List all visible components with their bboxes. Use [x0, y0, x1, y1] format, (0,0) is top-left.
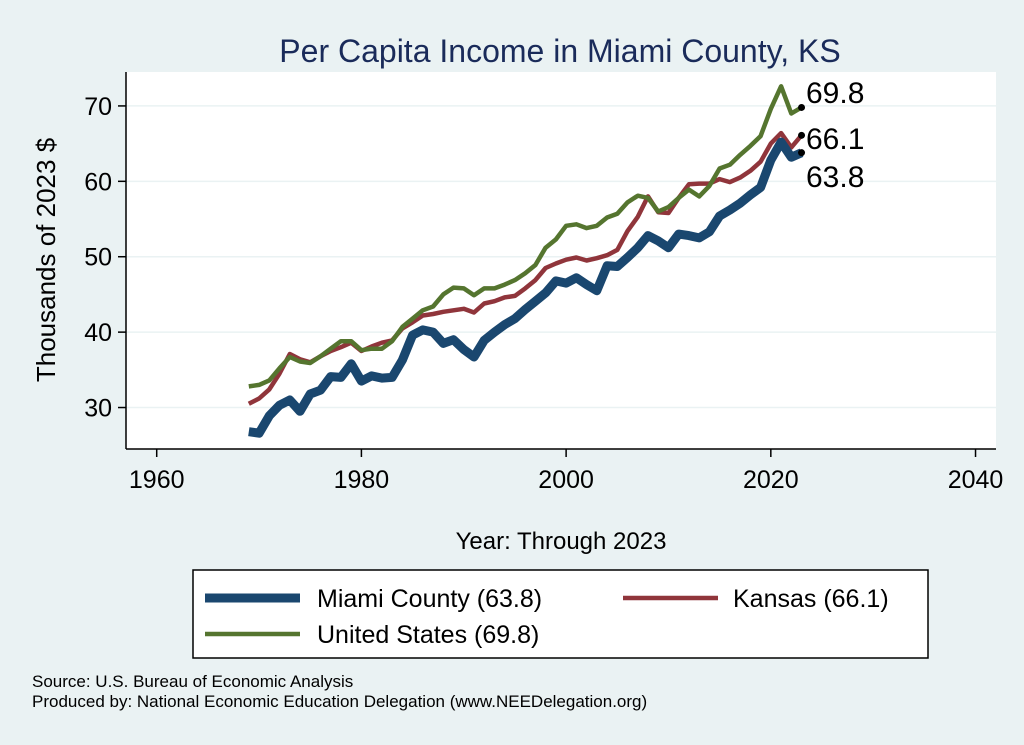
y-axis-title: Thousands of 2023 $	[31, 137, 61, 382]
y-tick-label: 60	[84, 168, 112, 196]
chart-title: Per Capita Income in Miami County, KS	[279, 33, 840, 69]
y-tick-label: 30	[84, 395, 112, 423]
legend-items: Miami County (63.8) Kansas (66.1) United S…	[205, 585, 889, 649]
legend	[192, 569, 929, 659]
end-label-miami: 63.8	[806, 161, 864, 194]
y-tick-label: 40	[84, 319, 112, 347]
end-labels: 63.8 66.1 69.8	[798, 77, 864, 194]
end-label-kansas: 66.1	[806, 123, 864, 156]
legend-label-miami: Miami County (63.8)	[317, 585, 542, 613]
producer-note: Produced by: National Economic Education…	[32, 692, 648, 711]
end-marker-miami	[798, 149, 806, 157]
x-tick-label: 2000	[538, 466, 594, 494]
gridlines	[126, 105, 996, 409]
x-tick-label: 2020	[743, 466, 799, 494]
end-marker-us	[798, 103, 806, 111]
legend-label-kansas: Kansas (66.1)	[733, 585, 889, 613]
end-label-us: 69.8	[806, 77, 864, 110]
series-group	[247, 84, 804, 438]
axes: 30 40 50 60 70 1960 1980 2000 2020 2040	[84, 72, 1003, 494]
series-line-miami	[248, 137, 804, 438]
y-tick-label: 50	[84, 244, 112, 272]
x-tick-label: 2040	[948, 466, 1004, 494]
end-marker-kansas	[798, 131, 806, 139]
source-note: Source: U.S. Bureau of Economic Analysis	[32, 672, 354, 691]
legend-label-us: United States (69.8)	[317, 621, 539, 649]
series-line-us	[248, 84, 803, 389]
y-tick-label: 70	[84, 93, 112, 121]
x-axis-title: Year: Through 2023	[456, 528, 667, 555]
x-tick-label: 1980	[334, 466, 390, 494]
x-tick-label: 1960	[129, 466, 185, 494]
